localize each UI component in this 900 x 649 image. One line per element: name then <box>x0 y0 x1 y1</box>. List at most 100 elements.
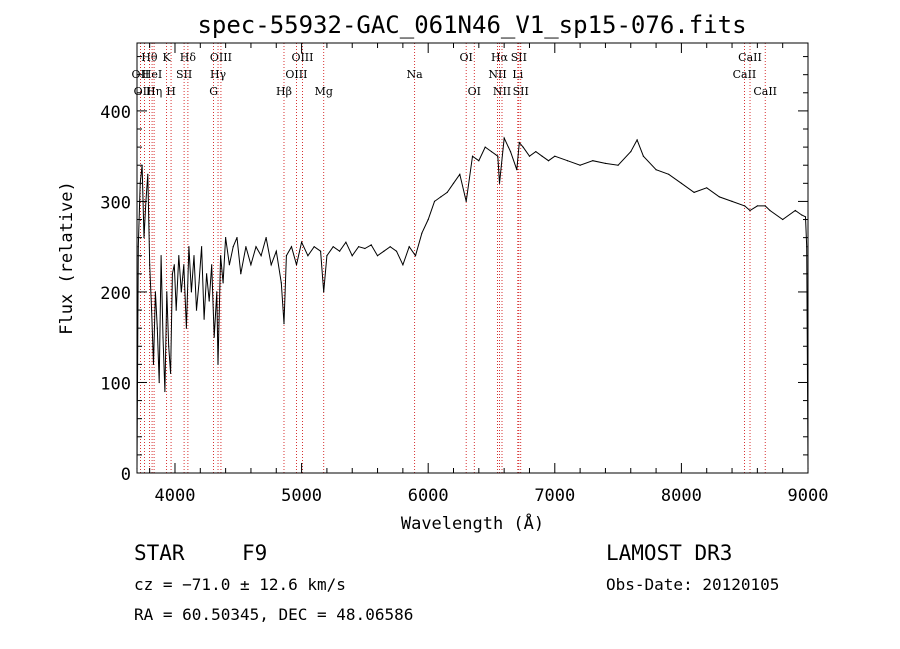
series-line-spectrum <box>136 136 809 469</box>
data-point <box>290 246 293 248</box>
data-point <box>693 191 695 193</box>
data-point <box>211 264 213 266</box>
data-point <box>718 196 721 198</box>
y-axis-label: Flux (relative) <box>57 181 77 335</box>
data-point <box>168 345 170 347</box>
data-point <box>180 291 182 293</box>
data-point <box>452 182 455 184</box>
data-point <box>143 237 145 239</box>
data-point <box>446 191 448 193</box>
data-point <box>376 255 379 257</box>
line-marker-label: Hθ <box>141 51 158 64</box>
line-marker-label: Na <box>407 68 424 81</box>
line-marker-label: SII <box>176 68 192 81</box>
series-layer <box>136 136 809 470</box>
data-point <box>216 291 218 293</box>
data-point <box>636 139 638 141</box>
data-point <box>178 255 180 257</box>
data-point <box>516 169 518 171</box>
data-point <box>171 273 173 275</box>
data-point <box>236 237 238 239</box>
axes: 4000 5000 6000 7000 8000 9000 0 100 200 300 400 Wav… <box>57 42 828 534</box>
data-point <box>156 327 158 329</box>
line-marker-label: HeI <box>142 68 162 81</box>
data-point <box>389 246 391 248</box>
data-point <box>188 246 190 248</box>
data-point <box>280 282 282 284</box>
line-marker-label: Hβ <box>276 85 292 98</box>
coordinates: RA = 60.50345, DEC = 48.06586 <box>134 605 413 624</box>
data-point <box>275 250 277 252</box>
data-point <box>203 318 205 320</box>
data-point <box>198 282 200 284</box>
line-marker-label: CaII <box>733 68 757 81</box>
data-point <box>604 162 607 164</box>
data-point <box>270 264 272 266</box>
data-point <box>320 250 322 252</box>
data-point <box>518 142 520 144</box>
data-point <box>175 309 177 311</box>
data-point <box>147 173 149 175</box>
data-point <box>459 173 461 175</box>
data-point <box>535 151 537 153</box>
data-point <box>764 205 766 207</box>
data-point <box>149 264 151 266</box>
data-point <box>484 146 486 148</box>
data-point <box>522 146 524 148</box>
data-point <box>313 246 315 248</box>
line-marker-label: Li <box>512 68 523 81</box>
line-marker-label: OIII <box>210 51 232 64</box>
x-tick-label: 4000 <box>155 486 196 506</box>
data-point <box>744 205 746 207</box>
object-subclass: F9 <box>242 541 267 565</box>
data-point <box>154 291 156 293</box>
data-point <box>642 155 645 157</box>
line-marker-label: Mg <box>315 85 333 98</box>
line-marker-label: OIII <box>285 68 307 81</box>
survey-name: LAMOST DR3 <box>606 541 732 565</box>
line-marker-label: NII <box>488 68 506 81</box>
data-point <box>160 255 162 257</box>
data-point <box>295 264 298 266</box>
data-point <box>260 255 262 257</box>
line-marker-label: OIII <box>134 85 156 98</box>
data-point <box>801 214 803 216</box>
data-point <box>240 273 242 275</box>
line-marker-label: SII <box>511 51 527 64</box>
line-marker-label: G <box>209 85 218 98</box>
obs-date: Obs-Date: 20120105 <box>606 575 779 594</box>
data-point <box>478 160 480 162</box>
data-point <box>370 244 372 246</box>
data-point <box>158 381 160 384</box>
data-point <box>195 309 198 311</box>
data-point <box>222 282 224 284</box>
data-point <box>566 160 569 162</box>
line-marker-label: Hγ <box>210 68 227 81</box>
y-tick-label: 100 <box>100 374 131 394</box>
data-point <box>245 246 247 248</box>
data-point <box>794 209 796 212</box>
data-point <box>490 151 493 153</box>
plot-frame <box>136 42 809 474</box>
x-tick-label: 5000 <box>281 486 322 506</box>
line-marker-label: H <box>166 85 176 98</box>
data-point <box>285 255 287 257</box>
data-point <box>617 164 619 166</box>
data-point <box>162 336 164 338</box>
line-marker-label: Hη <box>146 85 162 98</box>
data-point <box>547 160 550 162</box>
info-block: STAR F9 LAMOST DR3 cz = −71.0 ± 12.6 km/s Ob… <box>134 541 779 624</box>
data-point <box>173 264 175 266</box>
data-point <box>345 241 347 243</box>
data-point <box>655 169 657 171</box>
data-point <box>217 363 219 365</box>
data-point <box>668 173 670 175</box>
y-tick-label: 0 <box>121 465 131 485</box>
data-point <box>220 255 222 257</box>
chart-title: spec-55932-GAC_061N46_V1_sp15-076.fits <box>197 11 746 39</box>
data-point <box>339 250 341 252</box>
data-point <box>351 255 353 257</box>
data-point <box>806 246 808 248</box>
data-point <box>414 255 417 257</box>
line-marker-label: SII <box>513 85 529 98</box>
